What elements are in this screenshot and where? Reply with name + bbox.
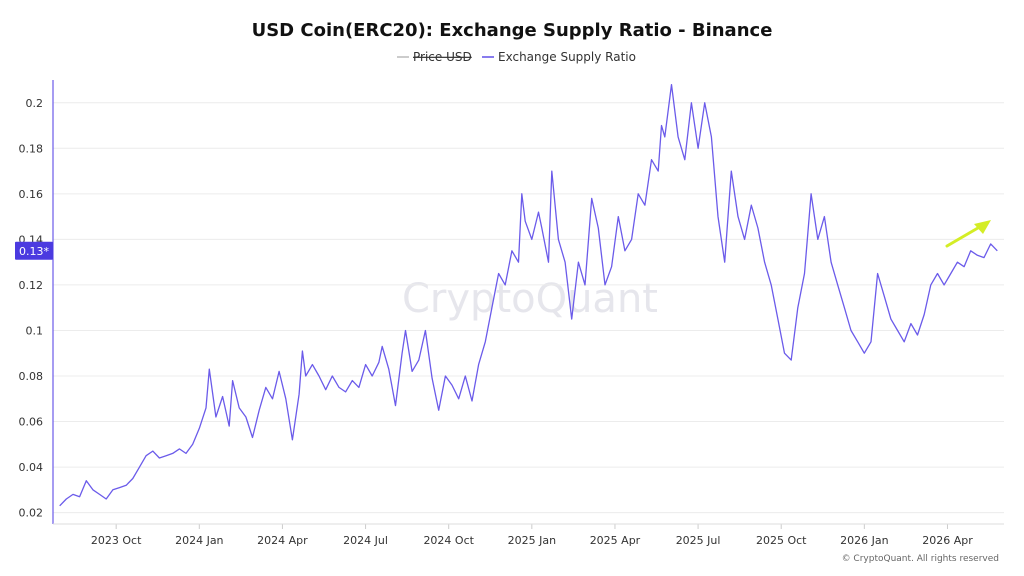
x-tick-label: 2024 Apr [257,534,308,547]
y-tick-label: 0.12 [19,279,44,292]
x-tick-label: 2023 Oct [91,534,142,547]
x-tick-label: 2025 Oct [756,534,807,547]
current-value-label: 0.13* [19,245,49,258]
series-line-exchange-supply-ratio [59,83,998,507]
legend-item-price[interactable]: Price USD [397,50,472,64]
y-tick-label: 0.1 [26,324,44,337]
copyright-credit: © CryptoQuant. All rights reserved [842,554,999,564]
current-value-badge: 0.13* [15,241,53,260]
gridlines [53,102,1004,514]
y-tick-label: 0.04 [19,461,44,474]
trend-arrow-icon [945,220,991,248]
y-tick-label: 0.08 [19,370,44,383]
x-tick-label: 2026 Apr [922,534,973,547]
legend-label-price: Price USD [413,50,472,64]
watermark: CryptoQuant [402,276,658,322]
y-axis-ticks: 0.020.040.060.080.10.120.140.160.180.2 [19,97,44,520]
y-tick-label: 0.02 [19,507,44,520]
x-tick-label: 2025 Jul [676,534,721,547]
x-tick-label: 2024 Jan [175,534,223,547]
legend-item-ratio[interactable]: Exchange Supply Ratio [482,50,636,64]
x-axis-ticks: 2023 Oct 2024 Jan 2024 Apr 2024 Jul 2024 Oct… [91,524,973,547]
y-tick-label: 0.18 [19,142,44,155]
chart-title: USD Coin(ERC20): Exchange Supply Ratio -… [252,20,773,41]
x-tick-label: 2024 Jul [343,534,388,547]
x-tick-label: 2026 Jan [840,534,888,547]
y-tick-label: 0.2 [26,97,44,110]
x-tick-label: 2025 Jan [508,534,556,547]
y-tick-label: 0.16 [19,188,44,201]
x-tick-label: 2024 Oct [423,534,474,547]
y-tick-label: 0.06 [19,416,44,429]
current-value-badge-bg [15,241,53,260]
legend: Price USD Exchange Supply Ratio [397,50,636,64]
legend-label-ratio: Exchange Supply Ratio [498,50,636,64]
x-tick-label: 2025 Apr [590,534,641,547]
